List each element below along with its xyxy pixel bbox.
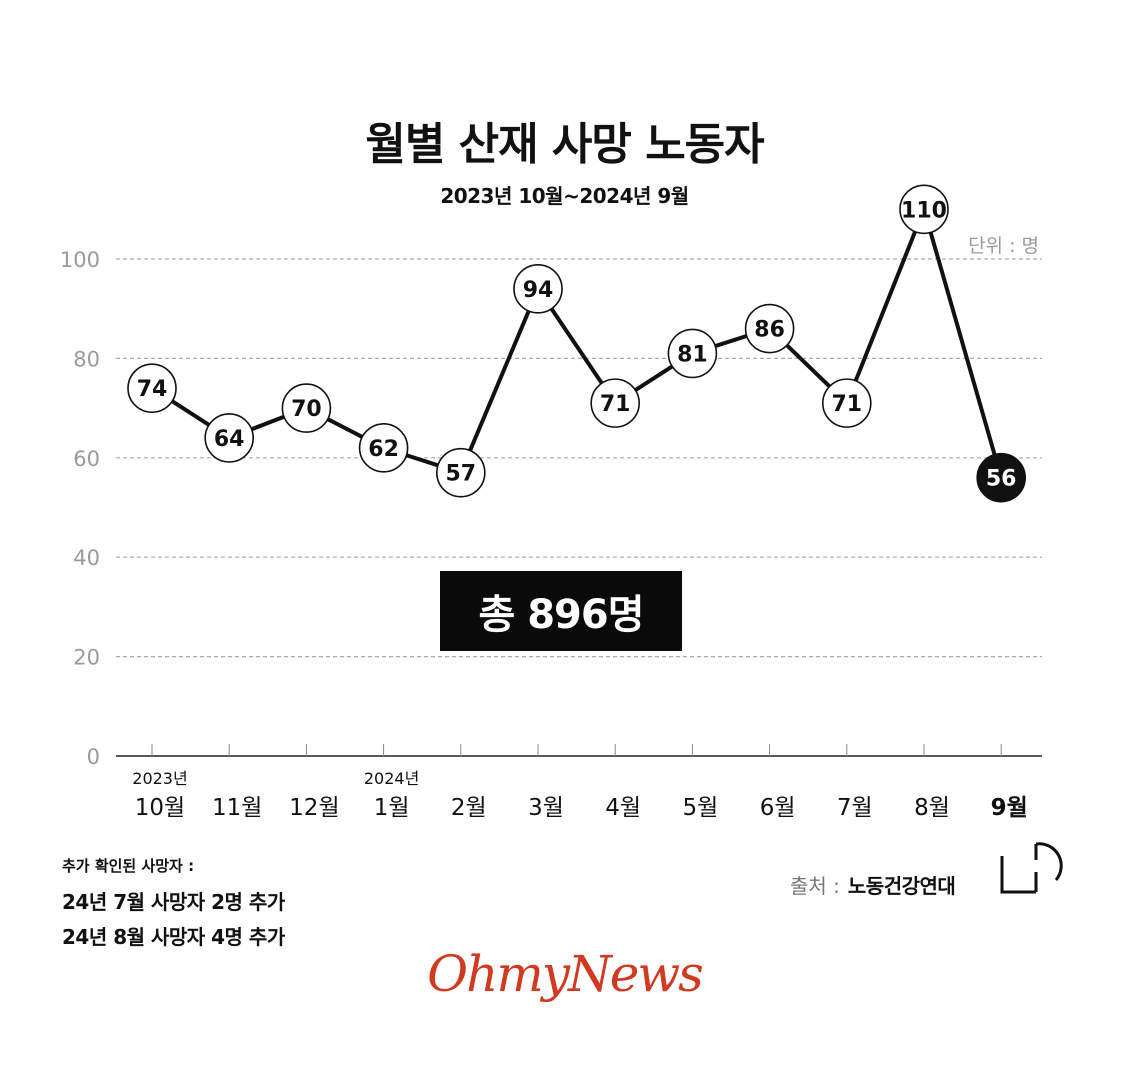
x-year-label: 2023년: [132, 769, 187, 788]
data-label: 62: [368, 437, 399, 462]
x-tick-label: 11월: [212, 795, 262, 821]
data-point: [281, 383, 332, 433]
x-tick-label: 6월: [760, 795, 796, 821]
note-line-2: 24년 8월 사망자 4명 추가: [62, 925, 285, 949]
data-label: 71: [831, 392, 862, 417]
total-badge: 총 896명: [440, 571, 682, 651]
x-tick-label: 1월: [374, 795, 410, 821]
x-tick-label: 12월: [289, 795, 339, 821]
y-tick-label: 0: [87, 745, 100, 769]
data-label: 70: [291, 397, 322, 422]
source-name: 노동건강연대: [847, 874, 956, 898]
x-tick-label: 3월: [528, 795, 564, 821]
data-point: [667, 328, 718, 379]
data-label: 57: [445, 462, 476, 487]
data-point: [358, 423, 409, 473]
data-label: 94: [523, 278, 554, 303]
x-tick-label: 5월: [683, 795, 719, 821]
data-label: 86: [754, 318, 785, 343]
y-tick-label: 100: [60, 248, 100, 272]
grid-lines: [116, 258, 1042, 658]
y-tick-label: 80: [73, 347, 100, 371]
x-tick-label: 8월: [914, 795, 950, 821]
chart-subtitle: 2023년 10월~2024년 9월: [440, 184, 689, 208]
y-tick-label: 60: [73, 447, 100, 471]
x-tick-label: 10월: [135, 795, 185, 821]
data-point: [590, 378, 641, 428]
note-heading: 추가 확인된 사망자 :: [62, 857, 195, 875]
note-line-1: 24년 7월 사망자 2명 추가: [62, 890, 285, 914]
y-tick-label: 20: [73, 646, 100, 670]
x-year-label: 2024년: [364, 769, 419, 788]
chart-title: 월별 산재 사망 노동자: [365, 119, 764, 170]
additional-deaths-note: 추가 확인된 사망자 : 24년 7월 사망자 2명 추가 24년 8월 사망자…: [62, 855, 285, 956]
data-point: [127, 363, 177, 414]
data-point: [513, 264, 563, 314]
x-tick-label: 9월: [991, 795, 1028, 821]
total-label: 총 896명: [478, 592, 644, 638]
data-point: [976, 452, 1027, 503]
data-label: 74: [137, 377, 168, 402]
data-point: [204, 413, 254, 463]
x-axis-ticks: 10월 11월 12월 1월 2월 3월 4월 5월 6월 7월 8월 9월 2023년 2024년: [132, 744, 1028, 821]
data-label: 71: [600, 392, 631, 417]
data-label: 64: [214, 427, 245, 452]
data-label: 81: [677, 342, 708, 367]
data-point: [899, 184, 949, 235]
y-axis-ticks: 0 20 40 60 80 100: [60, 248, 100, 769]
data-point: [744, 303, 795, 354]
x-tick-label: 4월: [605, 795, 641, 821]
y-tick-label: 40: [73, 546, 100, 570]
data-markers: 74 64 70 62 57 94 71 81 86 71 110 56: [127, 184, 1027, 503]
x-tick-label: 2월: [451, 795, 487, 821]
data-label: 110: [901, 198, 947, 223]
data-point: [821, 378, 872, 428]
series-line: [150, 207, 1004, 479]
unit-label: 단위 : 명: [968, 235, 1039, 257]
source-credit: 출처 : 노동건강연대: [790, 870, 956, 899]
x-tick-label: 7월: [837, 795, 873, 821]
ohmynews-logo: OhmyNews: [427, 945, 704, 1003]
source-label: 출처 :: [790, 874, 840, 898]
source-logo-icon: [1000, 842, 1063, 894]
data-point: [435, 447, 486, 498]
data-label: 56: [986, 467, 1017, 492]
